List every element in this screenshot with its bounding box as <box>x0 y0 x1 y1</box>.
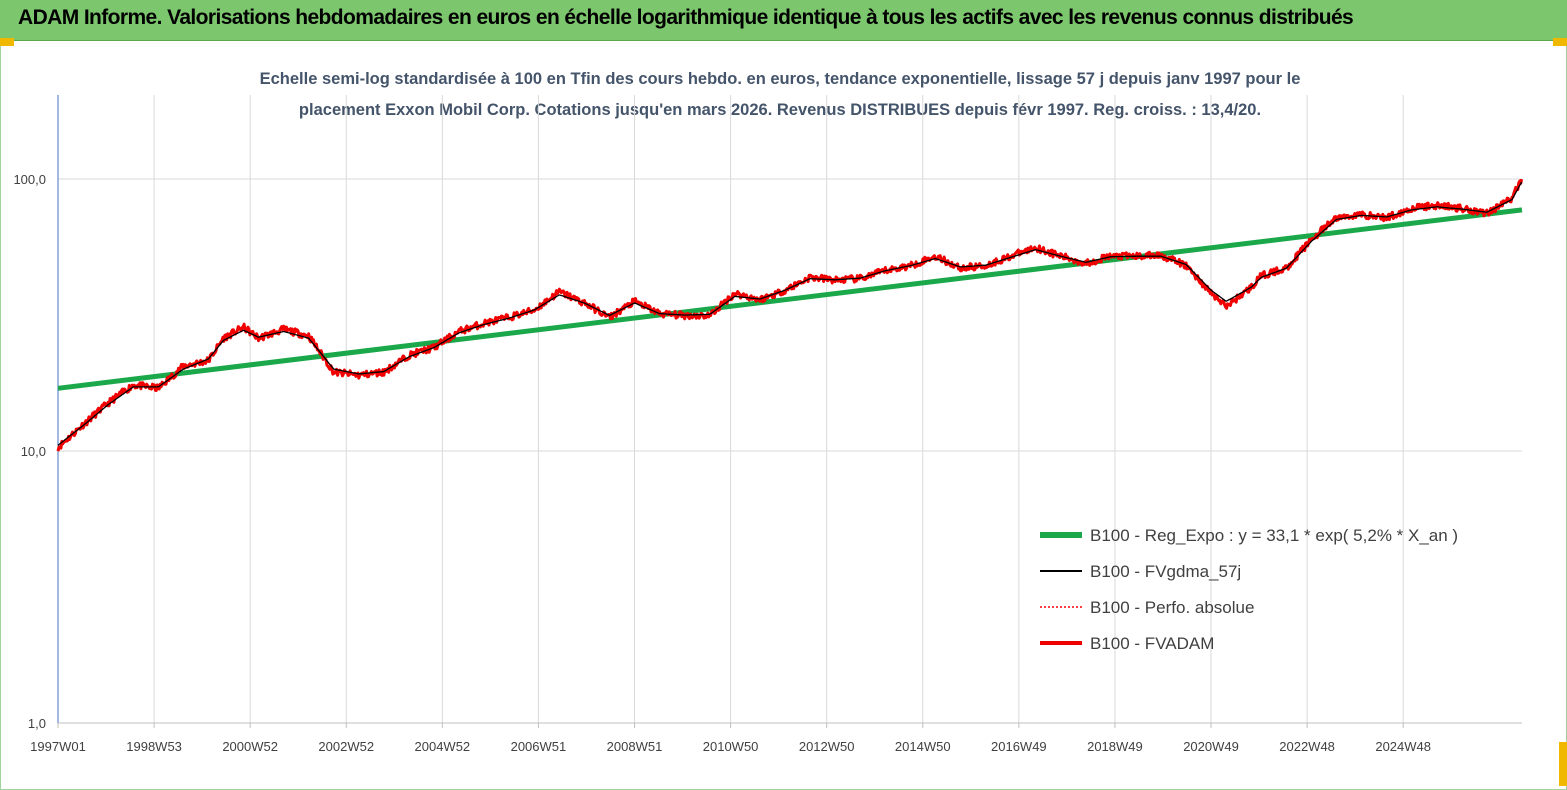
x-tick-label: 2008W51 <box>607 739 663 754</box>
x-tick-label: 2018W49 <box>1087 739 1143 754</box>
x-tick-label: 2004W52 <box>415 739 471 754</box>
header-bar: ADAM Informe. Valorisations hebdomadaire… <box>0 0 1567 41</box>
series-fvadam-line <box>56 178 1524 452</box>
x-tick-label: 2022W48 <box>1279 739 1335 754</box>
legend-label: B100 - FVgdma_57j <box>1090 562 1241 581</box>
chart-series <box>56 178 1524 452</box>
x-tick-label: 2006W51 <box>511 739 567 754</box>
chart-gridlines <box>58 95 1522 723</box>
page-title: ADAM Informe. Valorisations hebdomadaire… <box>18 6 1354 29</box>
chart-axes: 1997W01 1998W53 2000W52 2002W52 2004W52 2006W… <box>13 95 1522 754</box>
legend-label: B100 - FVADAM <box>1090 634 1214 653</box>
y-tick-label: 10,0 <box>21 444 46 459</box>
series-reg-expo-line <box>57 207 1523 391</box>
legend-label: B100 - Perfo. absolue <box>1090 598 1254 617</box>
chart-subtitle-line-1: Echelle semi-log standardisée à 100 en T… <box>260 70 1301 88</box>
x-tick-label: 2002W52 <box>318 739 374 754</box>
corner-marker-top-left <box>0 38 14 46</box>
x-tick-label: 2024W48 <box>1375 739 1431 754</box>
series-fvgdma-line <box>57 181 1523 446</box>
x-tick-label: 2016W49 <box>991 739 1047 754</box>
y-tick-label: 1,0 <box>28 716 46 731</box>
corner-marker-top-right <box>1553 38 1567 46</box>
x-tick-label: 1998W53 <box>126 739 182 754</box>
chart-subtitle-line-2: placement Exxon Mobil Corp. Cotations ju… <box>299 101 1261 119</box>
x-tick-label: 1997W01 <box>30 739 86 754</box>
series-perfo-absolue-line <box>57 179 1523 452</box>
legend-label: B100 - Reg_Expo : y = 33,1 * exp( 5,2% *… <box>1090 526 1458 545</box>
x-tick-label: 2000W52 <box>222 739 278 754</box>
corner-marker-bottom-right <box>1559 742 1567 786</box>
x-tick-label: 2010W50 <box>703 739 759 754</box>
x-tick-label: 2012W50 <box>799 739 855 754</box>
x-tick-label: 2020W49 <box>1183 739 1239 754</box>
y-tick-label: 100,0 <box>13 172 46 187</box>
chart-legend: B100 - Reg_Expo : y = 33,1 * exp( 5,2% *… <box>1040 526 1458 653</box>
x-tick-label: 2014W50 <box>895 739 951 754</box>
